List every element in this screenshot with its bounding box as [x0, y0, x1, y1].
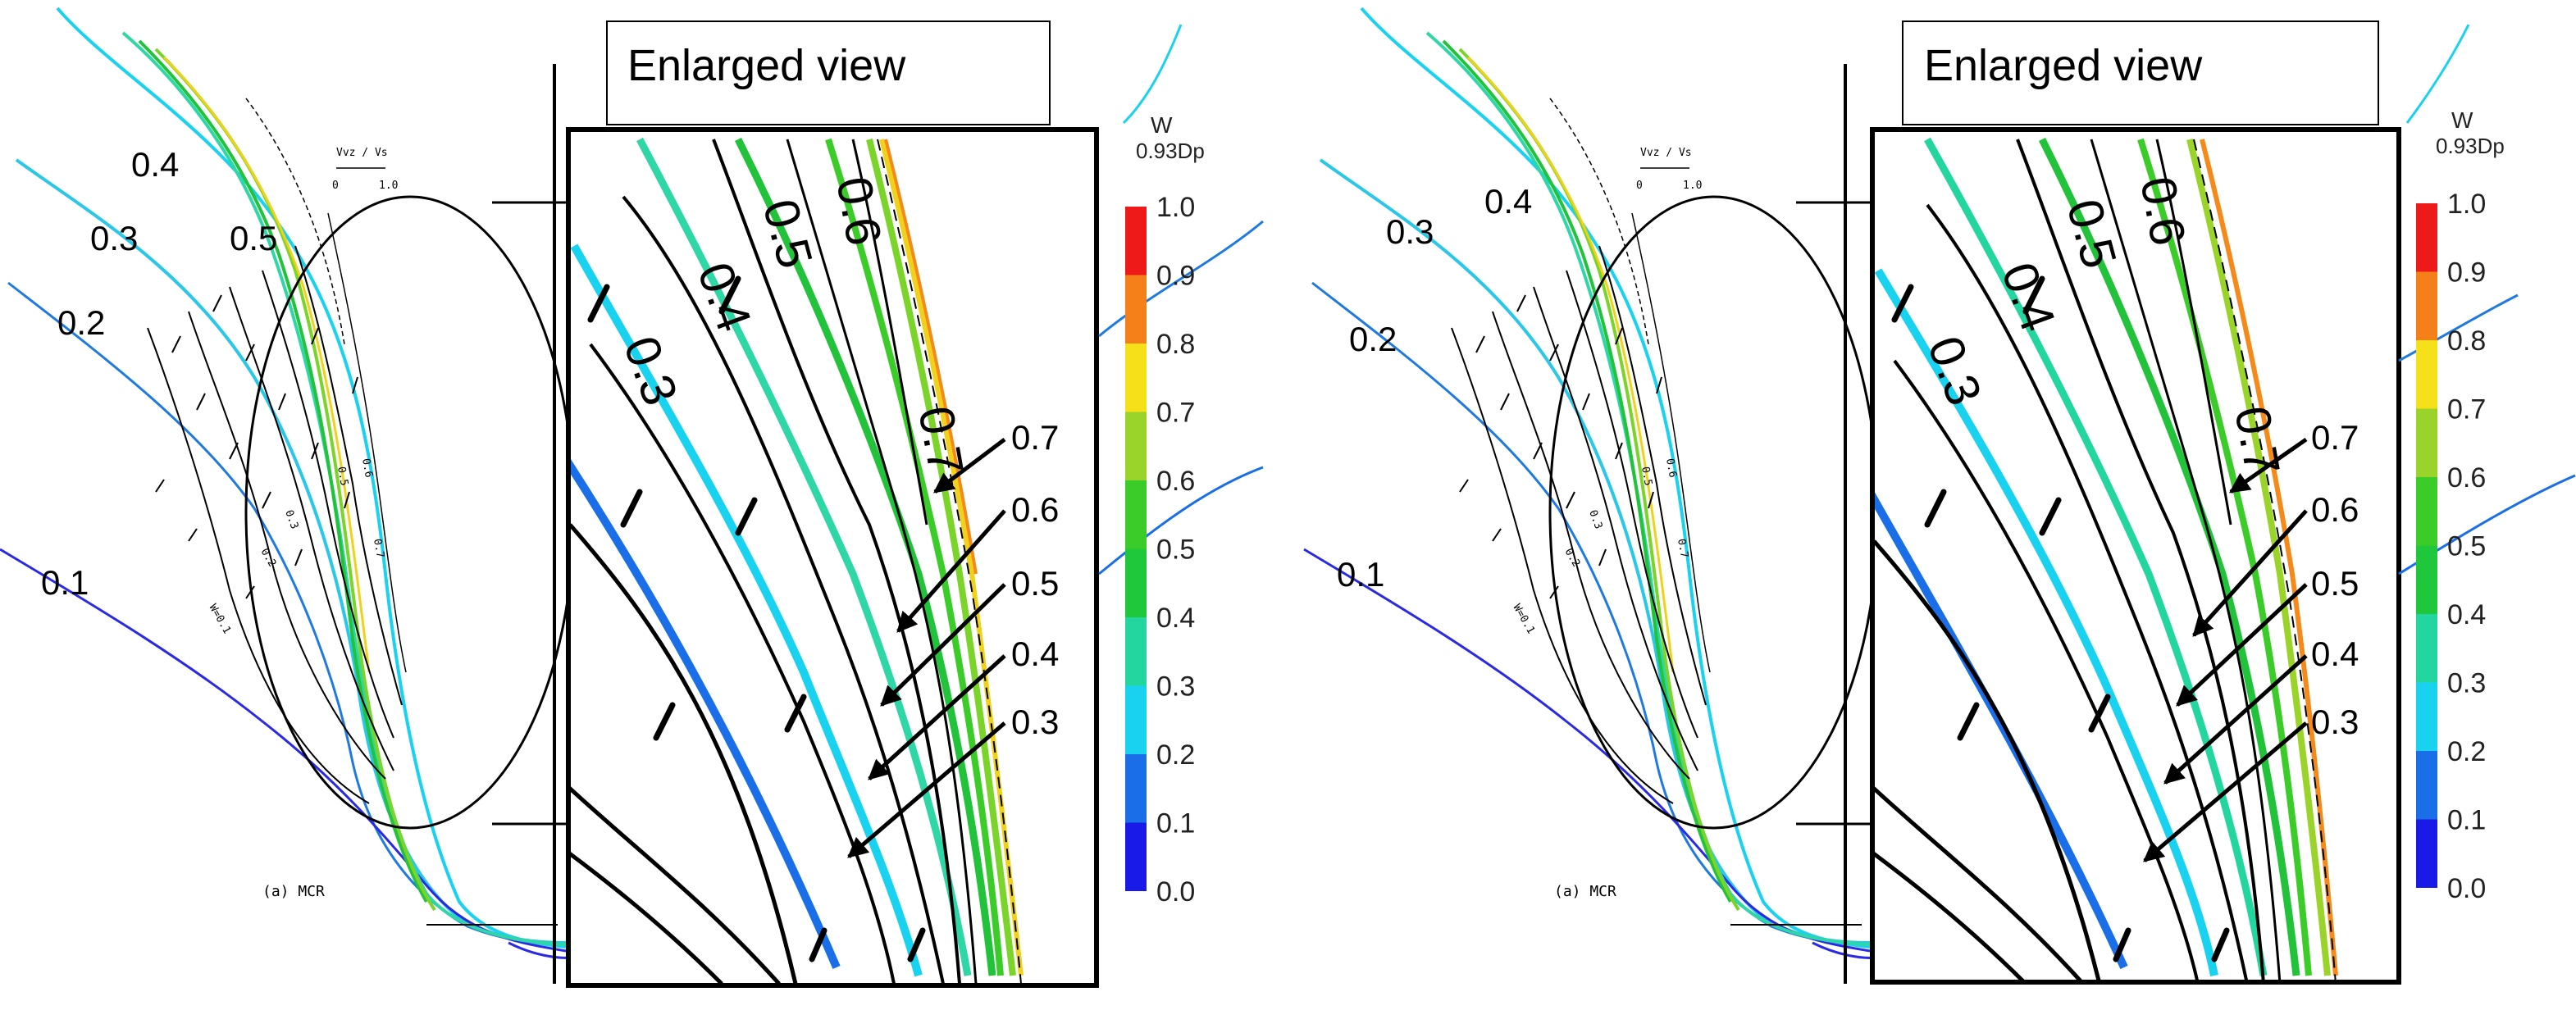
scale-tick-0: 0 [332, 180, 339, 192]
svg-text:0.7: 0.7 [371, 538, 386, 559]
arrow-label-0-5: 0.5 [2311, 564, 2359, 603]
colorbar-bar [1125, 207, 1147, 891]
wake-label-0-1: 0.1 [41, 563, 89, 602]
arrow-label-0-4: 0.4 [1011, 635, 1059, 673]
colorbar-title: W [2451, 107, 2473, 133]
colorbar-tick-0-5: 0.5 [2447, 531, 2486, 562]
wake-label-0-2: 0.2 [1349, 320, 1397, 358]
arrow-label-0-7: 0.7 [2311, 418, 2359, 457]
inset-contour-0-6: 0.6 [2130, 173, 2195, 250]
svg-text:0.2: 0.2 [258, 547, 279, 570]
svg-text:0.5: 0.5 [335, 466, 350, 487]
enlarged-title-box [606, 20, 1051, 125]
wake-label-0-3: 0.3 [90, 219, 138, 257]
svg-text:0.6: 0.6 [359, 457, 375, 479]
svg-text:0.6: 0.6 [1663, 457, 1679, 479]
panel-right: 0.2 0.3 0.5 0.6 0.7 W=0.1 Vvz / Vs 0 1.0… [1303, 7, 2576, 985]
scale-label: Vvz / Vs [336, 147, 388, 159]
colorbar-tick-0-8: 0.8 [2447, 325, 2486, 357]
arrow-label-0-6: 0.6 [1011, 490, 1059, 529]
svg-text:0.2: 0.2 [1562, 547, 1583, 570]
overview-diagram: 0.2 0.3 0.5 0.6 0.7 W=0.1 Vvz / Vs 0 1.0… [1303, 7, 1880, 959]
colorbar-tick-0-3: 0.3 [1156, 671, 1195, 703]
svg-text:0.3: 0.3 [282, 508, 300, 530]
panel-left: 0.2 0.3 0.5 0.6 0.7 W=0.1 Vvz / Vs 0 1.0… [0, 7, 1264, 988]
scale-tick-0: 0 [1636, 180, 1643, 192]
inset-contour-0-6: 0.6 [826, 173, 891, 250]
colorbar-tick-0-0: 0.0 [1156, 876, 1195, 908]
svg-text:W=0.1: W=0.1 [1511, 603, 1538, 636]
colorbar-tick-0-9: 0.9 [2447, 257, 2486, 289]
condition-label: (a) MCR [262, 883, 325, 900]
inset-contour-0-7: 0.7 [2224, 403, 2290, 480]
scale-tick-1: 1.0 [1683, 180, 1702, 192]
overview-diagram: 0.2 0.3 0.5 0.6 0.7 W=0.1 Vvz / Vs 0 1.0… [0, 7, 576, 959]
colorbar-tick-1-0: 1.0 [2447, 189, 2486, 220]
colorbar-tick-0-4: 0.4 [2447, 599, 2486, 630]
wake-label-0-5: 0.5 [230, 219, 277, 257]
wake-label-0-2: 0.2 [57, 303, 105, 342]
colorbar-tick-0-2: 0.2 [2447, 736, 2486, 767]
scale-label: Vvz / Vs [1640, 147, 1692, 159]
wake-label-0-4: 0.4 [131, 145, 179, 184]
enlarged-inset: 0.3 0.4 0.5 0.6 0.7 [566, 127, 1099, 988]
wake-label-0-4: 0.4 [1484, 182, 1532, 221]
arrow-label-0-3: 0.3 [2311, 703, 2359, 741]
enlarged-title: Enlarged view [627, 41, 906, 90]
colorbar-bar [2416, 203, 2437, 888]
arrow-label-0-3: 0.3 [1011, 703, 1059, 741]
colorbar-tick-0-1: 0.1 [2447, 805, 2486, 836]
colorbar-tick-0-4: 0.4 [1156, 603, 1195, 634]
wake-label-0-3: 0.3 [1386, 212, 1434, 251]
colorbar-tick-0-7: 0.7 [1156, 398, 1195, 429]
enlarged-title-box [1902, 20, 2379, 125]
svg-text:0.7: 0.7 [1675, 538, 1690, 559]
arrow-label-0-7: 0.7 [1011, 418, 1059, 457]
arrow-label-0-4: 0.4 [2311, 635, 2359, 673]
colorbar-tick-0-7: 0.7 [2447, 394, 2486, 425]
colorbar-subtitle: 0.93Dp [2436, 134, 2505, 158]
colorbar-tick-0-0: 0.0 [2447, 873, 2486, 904]
colorbar-tick-0-1: 0.1 [1156, 808, 1195, 839]
svg-text:0.5: 0.5 [1639, 466, 1654, 487]
inset-contour-0-7: 0.7 [908, 403, 973, 480]
colorbar-title: W [1151, 112, 1173, 138]
colorbar-tick-0-2: 0.2 [1156, 739, 1195, 771]
colorbar-tick-0-9: 0.9 [1156, 261, 1195, 292]
svg-text:0.3: 0.3 [1586, 508, 1604, 530]
svg-text:W=0.1: W=0.1 [207, 603, 234, 636]
colorbar-tick-0-8: 0.8 [1156, 329, 1195, 360]
colorbar-tick-1-0: 1.0 [1156, 192, 1195, 223]
scale-tick-1: 1.0 [379, 180, 398, 192]
colorbar-right: W 0.93Dp 1.0 0.9 0.8 0.7 0.6 0.5 0.4 0.3 0.2 0.1 0… [2416, 107, 2505, 904]
colorbar-tick-0-5: 0.5 [1156, 535, 1195, 566]
colorbar-tick-0-3: 0.3 [2447, 668, 2486, 699]
enlarged-inset: 0.3 0.4 0.5 0.6 0.7 [1870, 127, 2401, 985]
enlarged-title: Enlarged view [1924, 41, 2203, 90]
colorbar-tick-0-6: 0.6 [1156, 466, 1195, 497]
arrow-label-0-5: 0.5 [1011, 564, 1059, 603]
arrow-label-0-6: 0.6 [2311, 490, 2359, 529]
colorbar-subtitle: 0.93Dp [1136, 139, 1205, 163]
wake-label-0-1: 0.1 [1337, 555, 1384, 594]
condition-label: (a) MCR [1554, 883, 1616, 900]
colorbar-left: W 0.93Dp 1.0 0.9 0.8 0.7 0.6 0.5 0.4 0.3 0.2 0.1 0… [1125, 112, 1205, 908]
colorbar-tick-0-6: 0.6 [2447, 462, 2486, 494]
